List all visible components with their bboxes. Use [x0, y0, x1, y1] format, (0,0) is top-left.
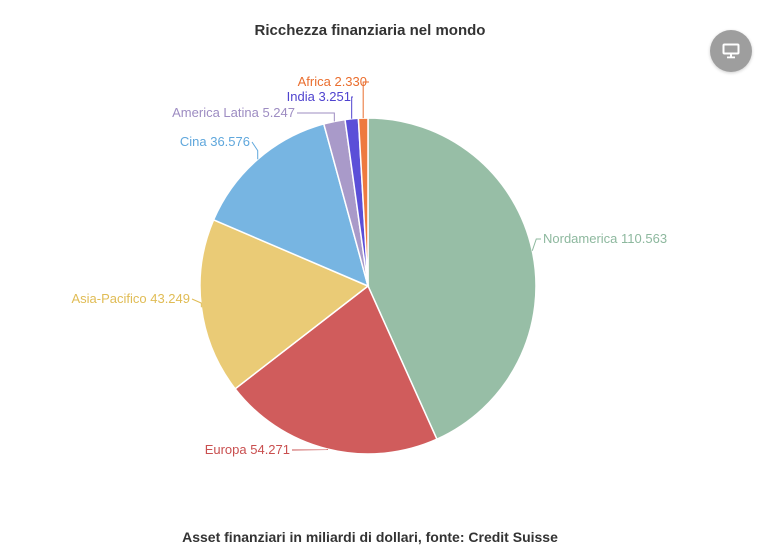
leader-line-africa: [362, 81, 369, 119]
leader-line-cina: [251, 141, 259, 160]
chart-footer: Asset finanziari in miliardi di dollari,…: [182, 529, 558, 545]
slice-label-cina: Cina 36.576: [180, 134, 250, 149]
monitor-icon: [722, 43, 740, 59]
chart-title: Ricchezza finanziaria nel mondo: [254, 22, 486, 39]
leader-line-nordamerica: [531, 238, 541, 251]
slice-label-asia-pacifico: Asia-Pacifico 43.249: [71, 291, 190, 306]
slice-label-india: India 3.251: [287, 89, 351, 104]
slice-label-america-latina: America Latina 5.247: [172, 105, 295, 120]
leader-line-india: [351, 96, 353, 119]
slice-label-nordamerica: Nordamerica 110.563: [543, 231, 667, 246]
pie-slice-europa[interactable]: [234, 284, 438, 455]
pie-slice-nordamerica[interactable]: [367, 117, 537, 441]
display-button[interactable]: [710, 30, 752, 72]
slice-label-europa: Europa 54.271: [205, 442, 290, 457]
leader-line-europa: [291, 448, 328, 451]
leader-line-asia-pacifico: [191, 298, 202, 308]
pie-slice-africa[interactable]: [357, 117, 369, 287]
leader-line-america-latina: [297, 112, 335, 122]
slice-label-africa: Africa 2.330: [298, 74, 367, 89]
